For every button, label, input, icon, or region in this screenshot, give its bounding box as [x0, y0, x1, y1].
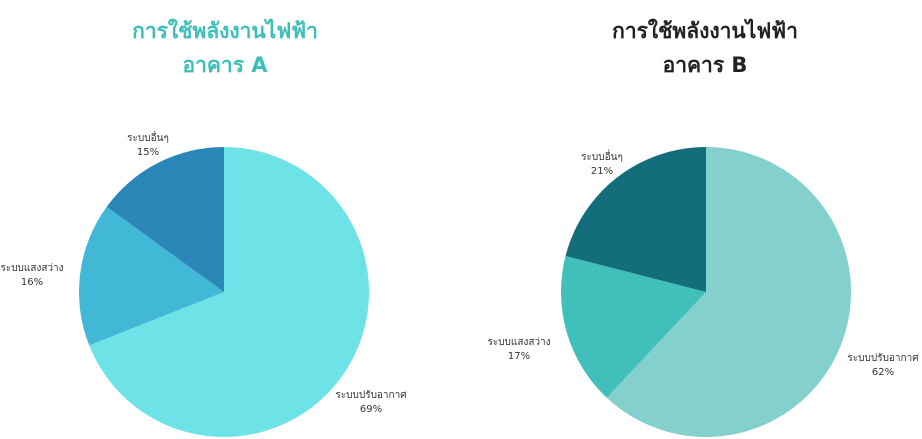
chart-a-label-air-conditioning: ระบบปรับอากาศ — [335, 390, 407, 401]
chart-a-percent-other-systems: 15% — [137, 147, 159, 158]
chart-a-title-line2: อาคาร A — [182, 53, 268, 77]
chart-b-title-line1: การใช้พลังงานไฟฟ้า — [612, 19, 798, 43]
chart-b-title: การใช้พลังงานไฟฟ้า อาคาร B — [555, 14, 855, 82]
chart-a-slice-other-systems — [106, 147, 224, 292]
chart-b-percent-other-systems: 21% — [591, 166, 613, 177]
chart-a-label-lighting: ระบบแสงสว่าง — [0, 263, 63, 274]
chart-a-title: การใช้พลังงานไฟฟ้า อาคาร A — [75, 14, 375, 82]
chart-a-slice-air-conditioning — [89, 147, 369, 438]
chart-b-title-line2: อาคาร B — [662, 53, 748, 77]
chart-b-percent-air-conditioning: 62% — [872, 367, 894, 378]
chart-b-percent-lighting: 17% — [508, 351, 530, 362]
chart-a-slice-lighting — [78, 206, 224, 346]
chart-b-slice-other-systems — [565, 147, 706, 292]
chart-a-title-line1: การใช้พลังงานไฟฟ้า — [132, 19, 318, 43]
chart-b-label-other-systems: ระบบอื่นๆ — [581, 149, 623, 163]
chart-b-slice-air-conditioning — [606, 147, 851, 437]
chart-b-slice-lighting — [561, 255, 706, 398]
chart-a-percent-air-conditioning: 69% — [360, 404, 382, 415]
chart-a-label-other-systems: ระบบอื่นๆ — [127, 130, 169, 144]
chart-a-percent-lighting: 16% — [21, 277, 43, 288]
chart-b-label-lighting: ระบบแสงสว่าง — [487, 337, 550, 348]
chart-b-label-air-conditioning: ระบบปรับอากาศ — [847, 353, 919, 364]
